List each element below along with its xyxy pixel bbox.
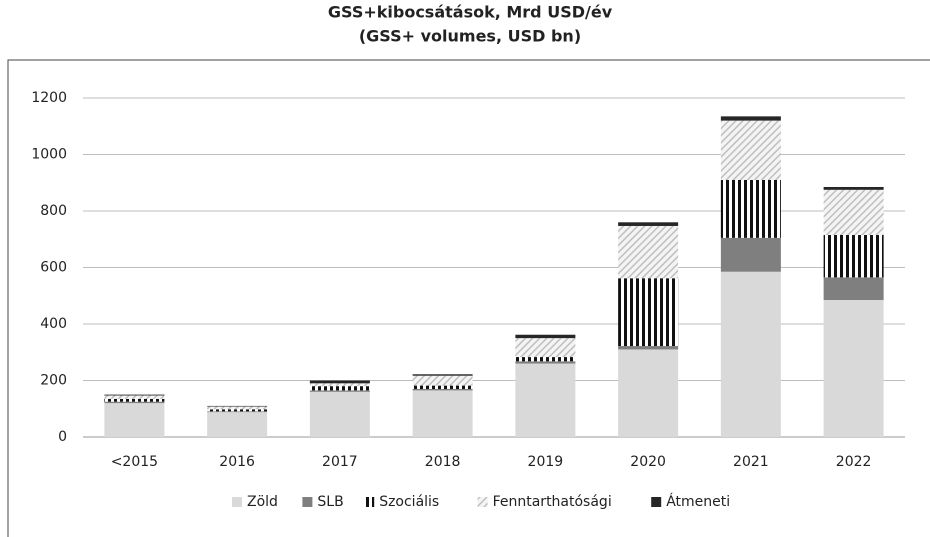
y-tick-label: 1200 bbox=[31, 90, 67, 106]
bar-segment bbox=[207, 411, 268, 413]
y-tick-label: 600 bbox=[40, 260, 67, 276]
bar-segment bbox=[104, 403, 165, 437]
y-tick-label: 800 bbox=[40, 203, 67, 219]
bar-segment bbox=[823, 235, 884, 278]
legend-label: SLB bbox=[317, 494, 343, 510]
x-tick-label: 2016 bbox=[219, 454, 255, 470]
bar-segment bbox=[412, 388, 473, 391]
y-tick-label: 0 bbox=[58, 429, 67, 445]
bar-segment bbox=[618, 349, 679, 437]
legend-swatch bbox=[651, 497, 662, 507]
bar-segment bbox=[309, 390, 370, 392]
x-tick-label: 2020 bbox=[630, 454, 666, 470]
bar-segment bbox=[720, 271, 781, 437]
legend-swatch bbox=[232, 497, 242, 507]
bar-segment bbox=[412, 375, 473, 386]
chart-subtitle: (GSS+ volumes, USD bn) bbox=[359, 27, 581, 46]
y-tick-label: 200 bbox=[40, 373, 67, 389]
bar-segment bbox=[515, 363, 576, 437]
legend-swatch bbox=[364, 497, 375, 507]
bar-segment bbox=[618, 278, 679, 347]
bar-segment bbox=[207, 409, 268, 412]
y-tick-label: 400 bbox=[40, 316, 67, 332]
x-tick-label: 2018 bbox=[425, 454, 461, 470]
bar-segment bbox=[515, 338, 576, 358]
chart-frame bbox=[7, 59, 930, 537]
bar-segment bbox=[309, 383, 370, 387]
bar-segment bbox=[823, 186, 884, 190]
bar-segment bbox=[104, 395, 165, 399]
bar-segment bbox=[412, 390, 473, 437]
bar-segment bbox=[823, 299, 884, 437]
bar-segment bbox=[720, 237, 781, 272]
x-tick-label: 2019 bbox=[528, 454, 564, 470]
bar-segment bbox=[618, 346, 679, 350]
legend-label: Fenntarthatósági bbox=[493, 494, 612, 510]
bar-segment bbox=[412, 374, 473, 376]
bar-segment bbox=[618, 225, 679, 279]
legend-label: Átmeneti bbox=[666, 493, 730, 510]
bar-segment bbox=[618, 222, 679, 226]
bar-segment bbox=[309, 386, 370, 391]
x-tick-label: 2021 bbox=[733, 454, 769, 470]
bar-segment bbox=[207, 406, 268, 410]
bar-segment bbox=[207, 405, 268, 407]
bar-segment bbox=[823, 189, 884, 236]
legend-label: Szociális bbox=[379, 494, 439, 510]
bar-segment bbox=[104, 398, 165, 402]
bar-segment bbox=[515, 361, 576, 364]
chart-title: GSS+kibocsátások, Mrd USD/év bbox=[328, 3, 613, 22]
legend-label: Zöld bbox=[247, 494, 278, 510]
bar-segment bbox=[720, 179, 781, 238]
x-tick-label: <2015 bbox=[111, 454, 158, 470]
x-tick-label: 2017 bbox=[322, 454, 358, 470]
bar-segment bbox=[412, 385, 473, 389]
legend-swatch bbox=[477, 497, 488, 507]
bar-segment bbox=[515, 357, 576, 362]
bar-segment bbox=[104, 401, 165, 404]
bar-segment bbox=[207, 412, 268, 437]
bar-segment bbox=[823, 277, 884, 300]
bar-segment bbox=[720, 116, 781, 121]
legend-swatch bbox=[302, 497, 313, 507]
bar-segment bbox=[309, 380, 370, 384]
x-tick-label: 2022 bbox=[836, 454, 872, 470]
bar-segment bbox=[720, 120, 781, 180]
y-tick-label: 1000 bbox=[31, 147, 67, 163]
bar-segment bbox=[104, 394, 165, 396]
bar-segment bbox=[515, 334, 576, 339]
bar-segment bbox=[309, 391, 370, 437]
